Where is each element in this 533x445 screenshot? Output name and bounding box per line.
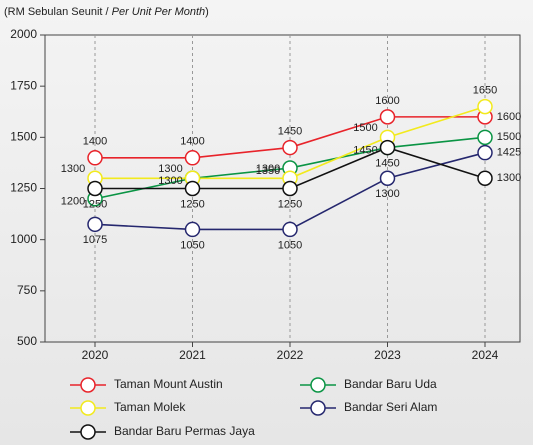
data-label: 1250: [278, 198, 302, 210]
data-label: 1300: [497, 172, 521, 184]
subtitle-part: ): [205, 6, 209, 18]
y-tick-label: 750: [17, 283, 37, 297]
point: [87, 180, 103, 197]
point: [379, 139, 396, 156]
x-tick-label: 2024: [472, 348, 499, 362]
x-tick-label: 2021: [179, 348, 206, 362]
data-label: 1400: [83, 136, 107, 148]
point: [477, 98, 493, 115]
data-label: 1400: [180, 136, 204, 148]
data-label: 1350: [256, 165, 280, 177]
data-label: 1300: [256, 163, 280, 175]
data-label: 1500: [497, 131, 521, 143]
subtitle-part: Per Unit Per Month: [112, 6, 206, 18]
legend-marker: [80, 377, 96, 393]
y-tick-label: 1500: [10, 130, 37, 144]
y-tick-label: 500: [17, 334, 37, 348]
data-label: 1250: [180, 198, 204, 210]
data-label: 1300: [158, 163, 182, 175]
subtitle: (RM Sebulan Seunit / Per Unit Per Month): [4, 6, 209, 18]
data-label: 1200: [61, 196, 85, 208]
point: [87, 216, 103, 233]
legend-marker: [80, 400, 96, 416]
point: [184, 180, 201, 197]
x-tick-label: 2020: [82, 348, 109, 362]
y-tick-label: 1750: [10, 78, 37, 92]
point: [184, 150, 201, 166]
point: [282, 180, 298, 197]
point: [477, 170, 493, 187]
legend-label: Bandar Seri Alam: [344, 400, 437, 414]
legend-label: Taman Mount Austin: [114, 377, 223, 391]
data-label: 1450: [278, 125, 302, 137]
data-label: 1450: [353, 144, 377, 156]
legend-marker: [80, 424, 96, 440]
point: [282, 221, 298, 238]
data-label: 1500: [353, 122, 377, 134]
legend-label: Bandar Baru Permas Jaya: [114, 424, 255, 438]
data-label: 1300: [375, 188, 399, 200]
data-label: 1050: [278, 239, 302, 251]
data-label: 1300: [61, 163, 85, 175]
point: [379, 109, 396, 125]
data-label: 1650: [473, 85, 497, 97]
y-tick-label: 1000: [10, 232, 37, 246]
point: [477, 129, 493, 146]
point: [282, 139, 298, 156]
subtitle-part: (RM Sebulan Seunit /: [4, 6, 112, 18]
x-tick-label: 2023: [374, 348, 401, 362]
x-tick-label: 2022: [277, 348, 304, 362]
data-label: 1600: [497, 111, 521, 123]
point: [87, 150, 103, 166]
legend-marker: [310, 400, 326, 416]
data-label: 1250: [83, 198, 107, 210]
data-label: 1050: [180, 239, 204, 251]
point: [477, 144, 493, 161]
legend-marker: [310, 377, 326, 393]
point: [184, 221, 201, 238]
data-label: 1075: [83, 234, 107, 246]
data-label: 1300: [158, 175, 182, 187]
legend-label: Taman Molek: [114, 400, 186, 414]
point: [379, 170, 396, 187]
y-tick-label: 2000: [10, 27, 37, 41]
y-tick-label: 1250: [10, 181, 37, 195]
legend-label: Bandar Baru Uda: [344, 377, 437, 391]
data-label: 1425: [497, 147, 521, 159]
data-label: 1450: [375, 157, 399, 169]
data-label: 1600: [375, 95, 399, 107]
